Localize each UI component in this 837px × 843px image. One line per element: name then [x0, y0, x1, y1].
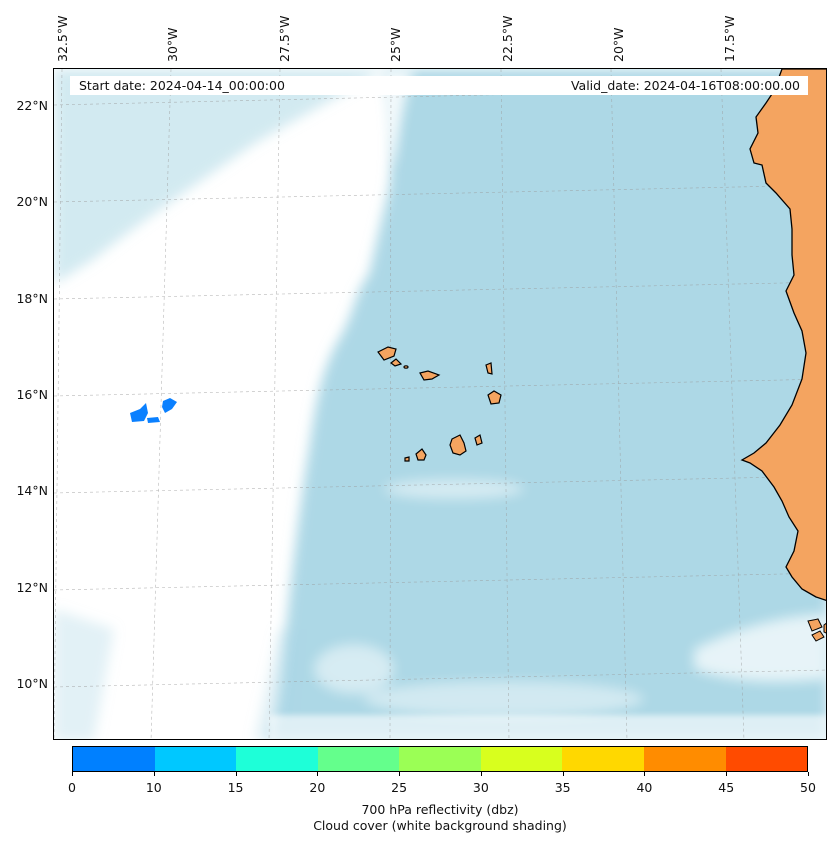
- reflectivity-colorbar: [72, 746, 808, 772]
- bijagos-islands: [807, 618, 826, 642]
- colorbar-tick-mark: [72, 772, 73, 776]
- colorbar-tick-label: 30: [472, 780, 489, 795]
- colorbar-tick-label: 45: [718, 780, 735, 795]
- lat-label-22n: 22°N: [16, 98, 48, 113]
- colorbar-segment: [317, 747, 400, 771]
- colorbar-tick-label: 0: [68, 780, 76, 795]
- island-fogo: [415, 448, 427, 461]
- colorbar-segment: [643, 747, 726, 771]
- colorbar-sublabel: Cloud cover (white background shading): [313, 818, 567, 833]
- colorbar-tick-mark: [235, 772, 237, 776]
- colorbar-tick-label: 25: [391, 780, 408, 795]
- reflectivity-cell: [147, 417, 160, 423]
- island-sao-nicolau: [419, 370, 441, 381]
- date-info-bar: Start date: 2024-04-14_00:00:00 Valid_da…: [70, 76, 808, 95]
- colorbar-tick-label: 50: [800, 780, 816, 795]
- colorbar-segment: [562, 747, 644, 771]
- colorbar-label: 700 hPa reflectivity (dbz): [361, 802, 519, 817]
- cape-verde-islands: [377, 346, 502, 462]
- island-maio: [474, 434, 483, 446]
- lat-label-10n: 10°N: [16, 676, 48, 691]
- island-santo-antao: [377, 346, 397, 361]
- map-plot-area[interactable]: [53, 68, 827, 740]
- island-santa-luzia: [403, 365, 409, 369]
- colorbar-tick-label: 15: [227, 780, 244, 795]
- lat-label-14n: 14°N: [16, 483, 48, 498]
- colorbar-segment: [725, 747, 808, 771]
- reflectivity-cells: [130, 398, 177, 423]
- lat-label-20n: 20°N: [16, 194, 48, 209]
- lon-label-20w: 20°W: [611, 27, 626, 62]
- reflectivity-cell: [130, 403, 148, 422]
- colorbar-segment: [236, 747, 318, 771]
- africa-coastline: [740, 69, 826, 602]
- colorbar-segment: [73, 747, 155, 771]
- colorbar-tick-label: 20: [309, 780, 326, 795]
- island-sao-vicente: [390, 358, 403, 367]
- valid-date-label: Valid_date: 2024-04-16T08:00:00.00: [570, 78, 800, 93]
- lat-label-18n: 18°N: [16, 291, 48, 306]
- colorbar-tick-mark: [562, 772, 564, 776]
- lon-label-22-5w: 22.5°W: [500, 15, 515, 62]
- colorbar-tick-mark: [317, 772, 319, 776]
- lat-label-16n: 16°N: [16, 387, 48, 402]
- lon-label-32-5w: 32.5°W: [55, 15, 70, 62]
- graticule: [54, 69, 826, 739]
- island-boa-vista: [487, 390, 502, 405]
- colorbar-segment: [154, 747, 237, 771]
- colorbar-tick-mark: [153, 772, 155, 776]
- lon-label-25w: 25°W: [388, 27, 403, 62]
- reflectivity-cell: [162, 398, 177, 413]
- colorbar-tick-label: 40: [636, 780, 653, 795]
- lon-label-27-5w: 27.5°W: [277, 15, 292, 62]
- colorbar-tick-mark: [644, 772, 646, 776]
- colorbar-tick-mark: [808, 772, 809, 776]
- island-santiago: [449, 434, 467, 456]
- lon-label-30w: 30°W: [165, 27, 180, 62]
- colorbar-tick-label: 10: [145, 780, 162, 795]
- lat-label-12n: 12°N: [16, 580, 48, 595]
- colorbar-tick-mark: [399, 772, 401, 776]
- colorbar-tick-mark: [726, 772, 728, 776]
- colorbar-segment: [480, 747, 563, 771]
- colorbar-tick-label: 35: [554, 780, 571, 795]
- colorbar-segment: [399, 747, 481, 771]
- lon-label-17-5w: 17.5°W: [722, 15, 737, 62]
- colorbar-tick-mark: [480, 772, 482, 776]
- cloud-cover-field: [54, 69, 826, 739]
- island-sal: [485, 362, 493, 375]
- island-brava: [404, 456, 410, 462]
- start-date-label: Start date: 2024-04-14_00:00:00: [79, 78, 285, 93]
